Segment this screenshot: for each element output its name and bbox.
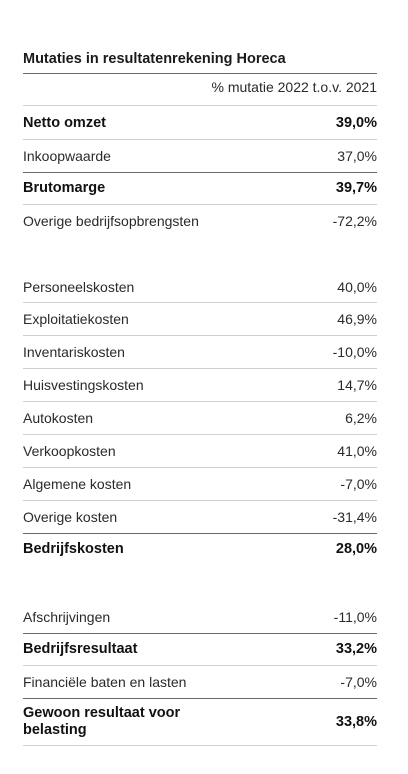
- row-divider: [23, 302, 377, 303]
- row-divider: [23, 698, 377, 699]
- row-label: Financiële baten en lasten: [23, 674, 187, 690]
- table-row-bedrijfsresultaat: Bedrijfsresultaat 33,2%: [23, 635, 377, 663]
- row-divider: [23, 745, 377, 746]
- row-label: Autokosten: [23, 410, 94, 426]
- row-value: -72,2%: [332, 213, 377, 229]
- row-value: 39,0%: [335, 115, 377, 131]
- row-divider: [23, 434, 377, 435]
- table-row-personeelskosten: Personeelskosten 40,0%: [23, 273, 377, 301]
- table-row-overige-bedrijfsopbrengsten: Overige bedrijfsopbrengsten -72,2%: [23, 207, 377, 235]
- row-value: -7,0%: [340, 476, 377, 492]
- row-label: Verkoopkosten: [23, 443, 116, 459]
- row-label: Personeelskosten: [23, 279, 135, 295]
- row-divider: [23, 335, 377, 336]
- row-label: Gewoon resultaat voor belasting: [23, 705, 181, 738]
- row-divider: [23, 633, 377, 634]
- row-divider: [23, 172, 377, 173]
- table-row-bedrijfskosten: Bedrijfskosten 28,0%: [23, 535, 377, 563]
- table-row-inkoopwaarde: Inkoopwaarde 37,0%: [23, 142, 377, 170]
- row-value: 33,2%: [335, 641, 377, 657]
- row-label: Netto omzet: [23, 115, 106, 131]
- table-row-financiele-baten-en-lasten: Financiële baten en lasten -7,0%: [23, 668, 377, 696]
- table-row-autokosten: Autokosten 6,2%: [23, 404, 377, 432]
- row-label: Overige bedrijfsopbrengsten: [23, 213, 199, 229]
- row-value: 37,0%: [337, 148, 377, 164]
- row-divider: [23, 401, 377, 402]
- column-header: % mutatie 2022 t.o.v. 2021: [211, 79, 377, 95]
- table-row-huisvestingskosten: Huisvestingskosten 14,7%: [23, 371, 377, 399]
- row-divider: [23, 204, 377, 205]
- table-row-netto-omzet: Netto omzet 39,0%: [23, 109, 377, 137]
- table-title: Mutaties in resultatenrekening Horeca: [23, 51, 286, 67]
- row-divider: [23, 533, 377, 534]
- row-label: Brutomarge: [23, 180, 106, 196]
- row-label: Afschrijvingen: [23, 609, 111, 625]
- table-row-gewoon-resultaat: Gewoon resultaat voor belasting 33,8%: [23, 702, 377, 742]
- row-value: 40,0%: [337, 279, 377, 295]
- row-value: 39,7%: [335, 180, 377, 196]
- row-divider: [23, 105, 377, 106]
- row-divider: [23, 500, 377, 501]
- row-value: 33,8%: [335, 714, 377, 730]
- row-value: -10,0%: [332, 344, 377, 360]
- row-label: Inkoopwaarde: [23, 148, 111, 164]
- row-label: Huisvestingskosten: [23, 377, 144, 393]
- row-divider: [23, 368, 377, 369]
- row-value: 14,7%: [337, 377, 377, 393]
- row-divider: [23, 665, 377, 666]
- row-value: 41,0%: [337, 443, 377, 459]
- row-divider: [23, 467, 377, 468]
- row-value: -7,0%: [340, 674, 377, 690]
- header-rule: [23, 73, 377, 74]
- row-value: -11,0%: [333, 609, 377, 625]
- table-row-verkoopkosten: Verkoopkosten 41,0%: [23, 437, 377, 465]
- row-label: Bedrijfsresultaat: [23, 641, 138, 657]
- row-label: Inventariskosten: [23, 344, 125, 360]
- row-value: 28,0%: [335, 541, 377, 557]
- table-row-algemene-kosten: Algemene kosten -7,0%: [23, 470, 377, 498]
- row-label: Exploitatiekosten: [23, 311, 129, 327]
- table-row-afschrijvingen: Afschrijvingen -11,0%: [23, 603, 377, 631]
- table-row-overige-kosten: Overige kosten -31,4%: [23, 503, 377, 531]
- row-label: Algemene kosten: [23, 476, 132, 492]
- row-value: 6,2%: [345, 410, 377, 426]
- row-label: Bedrijfskosten: [23, 541, 124, 557]
- row-value: 46,9%: [337, 311, 377, 327]
- table-row-brutomarge: Brutomarge 39,7%: [23, 174, 377, 202]
- row-value: -31,4%: [332, 509, 377, 525]
- row-label: Overige kosten: [23, 509, 118, 525]
- table-row-exploitatiekosten: Exploitatiekosten 46,9%: [23, 305, 377, 333]
- row-divider: [23, 139, 377, 140]
- table-row-inventariskosten: Inventariskosten -10,0%: [23, 338, 377, 366]
